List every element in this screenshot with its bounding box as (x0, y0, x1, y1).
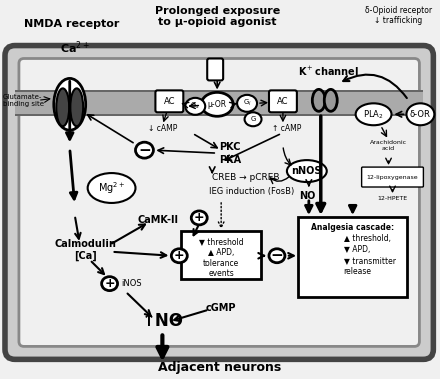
FancyBboxPatch shape (155, 90, 183, 112)
FancyBboxPatch shape (19, 58, 419, 346)
Text: events: events (208, 269, 234, 278)
Text: G$_s$: G$_s$ (190, 101, 200, 111)
Text: Mg$^{2+}$: Mg$^{2+}$ (98, 180, 125, 196)
Ellipse shape (324, 89, 337, 111)
FancyBboxPatch shape (207, 58, 223, 80)
Text: IEG induction (FosB): IEG induction (FosB) (209, 188, 294, 196)
Text: 12-lipoxygenase: 12-lipoxygenase (367, 175, 418, 180)
Ellipse shape (407, 103, 434, 125)
Text: PKA: PKA (219, 155, 241, 165)
Text: ↑ cAMP: ↑ cAMP (272, 124, 301, 133)
Ellipse shape (102, 277, 117, 291)
Text: Glutamate-
binding site: Glutamate- binding site (3, 94, 44, 107)
Ellipse shape (70, 88, 83, 126)
Text: NMDA receptor: NMDA receptor (24, 19, 119, 29)
Text: +: + (104, 277, 115, 290)
Text: Prolonged exposure
to μ-opioid agonist: Prolonged exposure to μ-opioid agonist (154, 6, 280, 27)
Text: δ-OR: δ-OR (410, 110, 431, 119)
Text: AC: AC (277, 97, 289, 106)
Text: Calmodulin
[Ca]: Calmodulin [Ca] (55, 239, 117, 261)
FancyBboxPatch shape (181, 231, 261, 279)
FancyBboxPatch shape (298, 217, 407, 297)
Ellipse shape (185, 98, 205, 115)
Text: +: + (174, 249, 185, 262)
Ellipse shape (269, 249, 285, 263)
Ellipse shape (356, 103, 392, 125)
Text: −: − (138, 143, 151, 158)
Text: ▼ APD,: ▼ APD, (344, 245, 370, 254)
Text: G$_i$: G$_i$ (242, 98, 252, 108)
Text: Ca$^{2+}$: Ca$^{2+}$ (60, 39, 90, 55)
FancyBboxPatch shape (362, 167, 423, 187)
Ellipse shape (88, 173, 136, 203)
Text: ▼ threshold: ▼ threshold (199, 237, 243, 246)
Text: NO: NO (299, 191, 315, 201)
Ellipse shape (312, 89, 325, 111)
Ellipse shape (136, 142, 154, 158)
Ellipse shape (171, 249, 187, 263)
Text: μ-OR: μ-OR (208, 100, 227, 109)
Text: −: − (271, 248, 283, 263)
Text: iNOS: iNOS (121, 279, 142, 288)
FancyBboxPatch shape (269, 90, 297, 112)
Text: cGMP: cGMP (206, 302, 236, 313)
Ellipse shape (191, 211, 207, 225)
Text: K$^+$channel: K$^+$channel (298, 65, 359, 78)
Text: Arachidonic
acid: Arachidonic acid (370, 140, 407, 151)
Text: ↑NO: ↑NO (141, 313, 183, 330)
Text: ▼ transmitter: ▼ transmitter (344, 256, 396, 265)
Text: Adjacent neurons: Adjacent neurons (158, 361, 281, 374)
Ellipse shape (245, 112, 261, 126)
Ellipse shape (237, 95, 257, 112)
Text: AC: AC (164, 97, 175, 106)
FancyBboxPatch shape (5, 45, 433, 359)
Text: PKC: PKC (219, 142, 241, 152)
Bar (15, 114, 423, 116)
Text: 12-HPETE: 12-HPETE (378, 196, 407, 201)
Text: release: release (344, 267, 372, 276)
Text: nNOS: nNOS (292, 166, 322, 176)
Ellipse shape (56, 88, 69, 126)
Text: CaMK-II: CaMK-II (137, 215, 179, 225)
Text: ↓ cAMP: ↓ cAMP (148, 124, 177, 133)
Text: CREB → pCREB: CREB → pCREB (212, 172, 280, 182)
Text: Analgesia cascade:: Analgesia cascade: (311, 223, 394, 232)
Text: PLA$_2$: PLA$_2$ (363, 108, 384, 121)
Bar (15, 90, 423, 116)
Ellipse shape (287, 160, 327, 182)
Text: ▲ threshold,: ▲ threshold, (344, 234, 391, 243)
Text: δ-Opioid receptor
↓ trafficking: δ-Opioid receptor ↓ trafficking (365, 6, 432, 25)
Text: +: + (194, 211, 205, 224)
Ellipse shape (201, 92, 233, 116)
Ellipse shape (54, 78, 86, 130)
Bar (15, 90, 423, 92)
Text: tolerance: tolerance (203, 259, 239, 268)
Text: G: G (250, 116, 256, 122)
Text: ▲ APD,: ▲ APD, (208, 248, 235, 257)
